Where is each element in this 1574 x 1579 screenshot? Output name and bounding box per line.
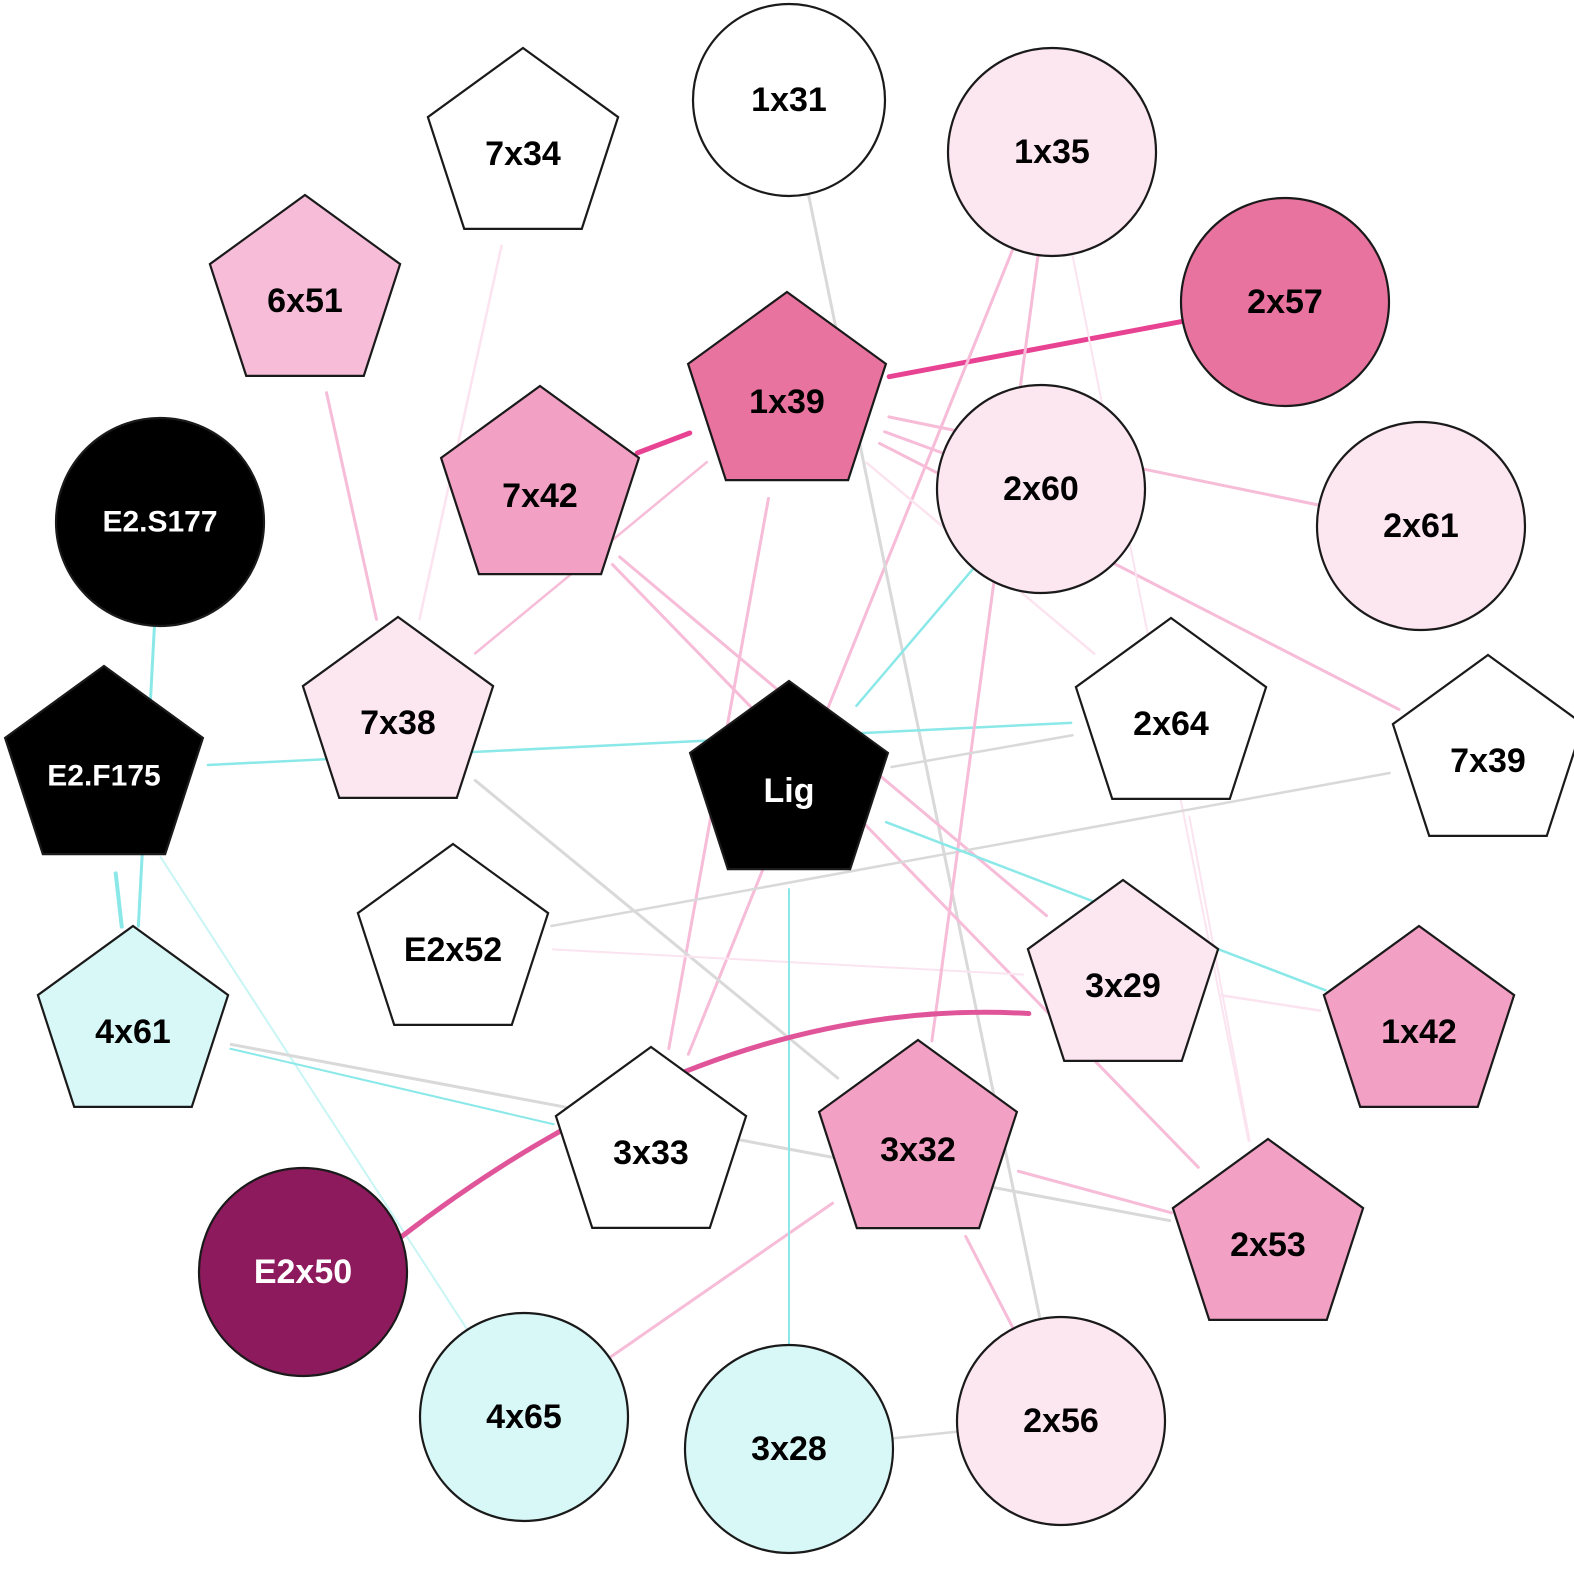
svg-text:3x29: 3x29 <box>1085 967 1161 1005</box>
svg-text:7x38: 7x38 <box>360 704 436 742</box>
svg-text:2x64: 2x64 <box>1133 705 1209 743</box>
svg-text:E2.S177: E2.S177 <box>102 506 217 539</box>
svg-text:3x32: 3x32 <box>880 1131 956 1169</box>
svg-text:1x42: 1x42 <box>1381 1013 1457 1051</box>
svg-text:7x42: 7x42 <box>502 477 578 515</box>
svg-text:1x31: 1x31 <box>751 81 827 119</box>
svg-text:2x53: 2x53 <box>1230 1226 1306 1264</box>
svg-text:2x61: 2x61 <box>1383 507 1459 545</box>
svg-text:E2x50: E2x50 <box>254 1253 352 1291</box>
svg-text:2x56: 2x56 <box>1023 1402 1099 1440</box>
svg-text:2x60: 2x60 <box>1003 470 1079 508</box>
svg-text:3x28: 3x28 <box>751 1430 827 1468</box>
svg-text:Lig: Lig <box>764 772 815 810</box>
svg-text:1x39: 1x39 <box>749 383 825 421</box>
svg-text:6x51: 6x51 <box>267 282 343 320</box>
svg-text:4x61: 4x61 <box>95 1013 171 1051</box>
svg-text:1x35: 1x35 <box>1014 133 1090 171</box>
svg-text:7x34: 7x34 <box>485 135 561 173</box>
svg-text:E2.F175: E2.F175 <box>47 760 160 793</box>
svg-text:2x57: 2x57 <box>1247 283 1323 321</box>
svg-text:3x33: 3x33 <box>613 1134 689 1172</box>
svg-text:4x65: 4x65 <box>486 1398 562 1436</box>
svg-text:7x39: 7x39 <box>1450 742 1526 780</box>
svg-text:E2x52: E2x52 <box>404 931 502 969</box>
